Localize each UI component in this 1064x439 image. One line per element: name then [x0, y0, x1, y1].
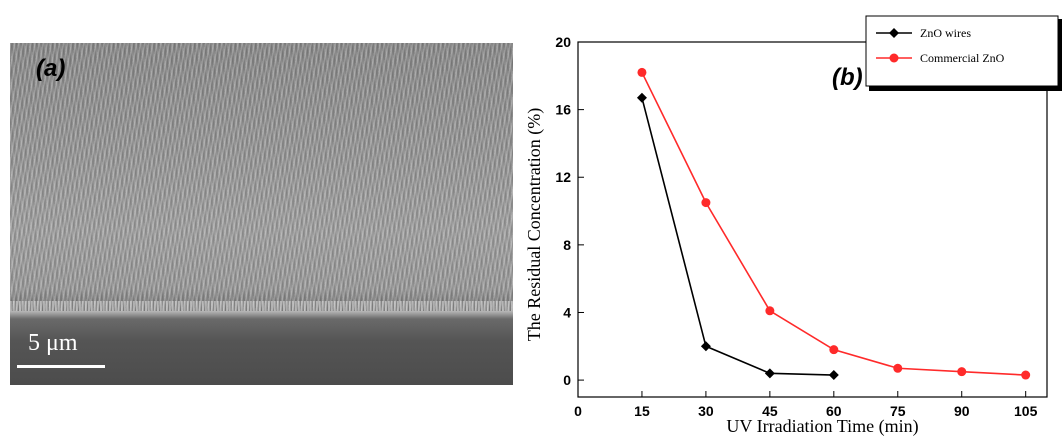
sem-image	[10, 43, 513, 385]
zno-wires-point	[700, 341, 711, 352]
legend-marker-commercial-zno	[889, 53, 899, 63]
scale-bar-label: 5 μm	[28, 330, 78, 356]
x-tick-label: 15	[634, 403, 650, 419]
y-tick-label: 8	[563, 237, 571, 253]
y-tick-label: 12	[555, 169, 571, 185]
zno-wires-point	[636, 92, 647, 103]
y-tick-label: 0	[563, 372, 571, 388]
y-tick-label: 16	[555, 102, 571, 118]
zno-wires-point	[764, 368, 775, 379]
legend-box	[865, 15, 1059, 87]
y-tick-label: 4	[563, 304, 571, 320]
commercial-zno-point	[1021, 370, 1031, 380]
x-tick-label: 30	[698, 403, 714, 419]
legend-label-commercial-zno: Commercial ZnO	[920, 51, 1005, 65]
x-tick-label: 0	[574, 403, 582, 419]
legend-marker-zno-wires	[889, 28, 899, 38]
commercial-zno-point	[893, 363, 903, 373]
zno-wires-line	[641, 97, 834, 376]
panel-a-label: (a)	[36, 55, 66, 82]
x-axis-title: UV Irradiation Time (min)	[726, 416, 918, 437]
x-tick-label: 45	[762, 403, 778, 419]
commercial-zno-point	[829, 345, 839, 355]
substrate	[10, 311, 513, 385]
panel-b-label: (b)	[832, 64, 863, 91]
commercial-zno-point	[637, 67, 647, 77]
legend-label-zno-wires: ZnO wires	[920, 26, 971, 40]
commercial-zno-line	[641, 72, 1026, 376]
x-tick-label: 90	[954, 403, 970, 419]
x-tick-label: 60	[826, 403, 842, 419]
x-tick-label: 105	[1014, 403, 1038, 419]
commercial-zno-point	[701, 198, 711, 208]
zno-wires-point	[828, 370, 839, 381]
x-tick-label: 75	[890, 403, 906, 419]
scale-bar	[17, 365, 105, 368]
y-tick-label: 20	[555, 34, 571, 50]
y-axis-title: The Residual Concentration (%)	[524, 108, 545, 341]
commercial-zno-point	[957, 367, 967, 377]
commercial-zno-point	[765, 306, 775, 316]
plot-frame	[577, 41, 1048, 398]
nanowire-array	[10, 43, 513, 313]
